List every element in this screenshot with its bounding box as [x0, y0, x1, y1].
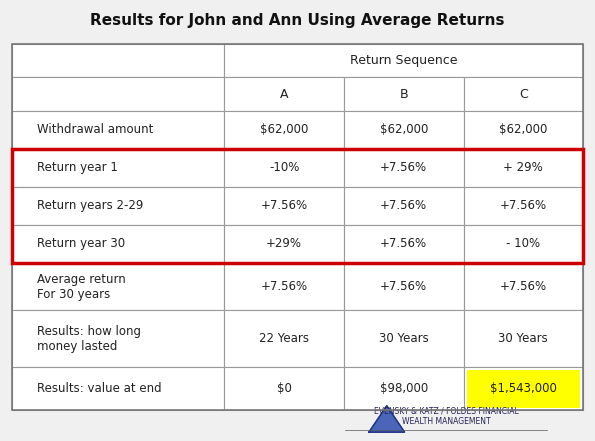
Text: 22 Years: 22 Years	[259, 333, 309, 345]
FancyBboxPatch shape	[344, 149, 464, 187]
FancyBboxPatch shape	[464, 77, 583, 111]
FancyBboxPatch shape	[12, 111, 224, 149]
FancyBboxPatch shape	[12, 225, 224, 263]
FancyBboxPatch shape	[224, 187, 344, 225]
FancyBboxPatch shape	[224, 263, 344, 310]
FancyBboxPatch shape	[464, 367, 583, 410]
FancyBboxPatch shape	[464, 149, 583, 187]
FancyBboxPatch shape	[224, 149, 344, 187]
FancyBboxPatch shape	[464, 225, 583, 263]
Text: B: B	[399, 87, 408, 101]
FancyBboxPatch shape	[344, 187, 464, 225]
Text: +7.56%: +7.56%	[261, 280, 308, 293]
FancyBboxPatch shape	[12, 44, 224, 77]
FancyBboxPatch shape	[344, 263, 464, 310]
FancyBboxPatch shape	[12, 77, 224, 111]
Text: Results: how long
money lasted: Results: how long money lasted	[37, 325, 142, 353]
Text: +7.56%: +7.56%	[500, 199, 547, 212]
FancyBboxPatch shape	[464, 111, 583, 149]
Text: +7.56%: +7.56%	[261, 199, 308, 212]
Text: Return Sequence: Return Sequence	[350, 54, 458, 67]
FancyBboxPatch shape	[344, 77, 464, 111]
FancyBboxPatch shape	[224, 111, 344, 149]
FancyBboxPatch shape	[344, 310, 464, 367]
Text: A: A	[280, 87, 289, 101]
Text: +7.56%: +7.56%	[380, 237, 427, 250]
Text: $1,543,000: $1,543,000	[490, 382, 557, 395]
FancyBboxPatch shape	[464, 187, 583, 225]
Text: + 29%: + 29%	[503, 161, 543, 174]
Text: - 10%: - 10%	[506, 237, 540, 250]
FancyBboxPatch shape	[12, 149, 224, 187]
Text: 30 Years: 30 Years	[379, 333, 428, 345]
Text: Results for John and Ann Using Average Returns: Results for John and Ann Using Average R…	[90, 13, 505, 28]
FancyBboxPatch shape	[344, 111, 464, 149]
Text: Return year 30: Return year 30	[37, 237, 126, 250]
Text: $62,000: $62,000	[260, 123, 308, 136]
Text: Withdrawal amount: Withdrawal amount	[37, 123, 154, 136]
FancyBboxPatch shape	[224, 44, 583, 77]
Text: Results: value at end: Results: value at end	[37, 382, 162, 395]
FancyBboxPatch shape	[344, 225, 464, 263]
Text: $0: $0	[277, 382, 292, 395]
Text: $62,000: $62,000	[380, 123, 428, 136]
Text: -10%: -10%	[269, 161, 299, 174]
FancyBboxPatch shape	[344, 367, 464, 410]
FancyBboxPatch shape	[224, 77, 344, 111]
FancyBboxPatch shape	[464, 263, 583, 310]
FancyBboxPatch shape	[224, 225, 344, 263]
Text: $98,000: $98,000	[380, 382, 428, 395]
FancyBboxPatch shape	[12, 367, 224, 410]
Text: +29%: +29%	[266, 237, 302, 250]
Text: +7.56%: +7.56%	[380, 199, 427, 212]
FancyBboxPatch shape	[12, 310, 224, 367]
FancyBboxPatch shape	[12, 263, 224, 310]
FancyBboxPatch shape	[224, 367, 344, 410]
Text: EVENSKY & KATZ / FOLDES FINANCIAL
WEALTH MANAGEMENT: EVENSKY & KATZ / FOLDES FINANCIAL WEALTH…	[374, 406, 519, 426]
Text: Return years 2-29: Return years 2-29	[37, 199, 144, 212]
Text: 30 Years: 30 Years	[499, 333, 548, 345]
Text: +7.56%: +7.56%	[500, 280, 547, 293]
FancyBboxPatch shape	[466, 370, 580, 408]
FancyBboxPatch shape	[224, 310, 344, 367]
Text: C: C	[519, 87, 528, 101]
Text: +7.56%: +7.56%	[380, 161, 427, 174]
FancyBboxPatch shape	[464, 310, 583, 367]
Text: $62,000: $62,000	[499, 123, 547, 136]
FancyBboxPatch shape	[12, 187, 224, 225]
Text: +7.56%: +7.56%	[380, 280, 427, 293]
Text: Return year 1: Return year 1	[37, 161, 118, 174]
Polygon shape	[369, 406, 405, 432]
Text: Average return
For 30 years: Average return For 30 years	[37, 273, 126, 300]
